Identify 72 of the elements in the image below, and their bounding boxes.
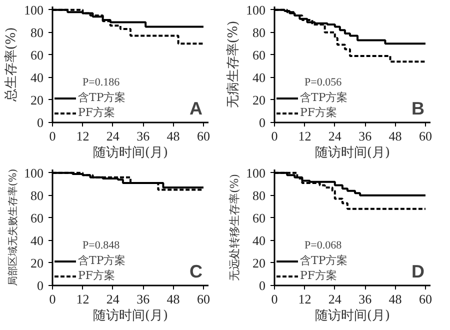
y-axis-title: 局部区域无失败生存率(%)	[7, 168, 19, 286]
y-tick-label: 100	[246, 165, 266, 180]
x-tick-label: 24	[106, 292, 120, 306]
legend-label: PF方案	[78, 268, 116, 283]
x-tick-label: 36	[136, 128, 150, 144]
y-tick-label: 100	[246, 2, 266, 18]
y-tick-label: 60	[30, 210, 44, 226]
legend-label: PF方案	[300, 268, 338, 283]
y-tick-label: 100	[24, 165, 44, 180]
y-tick-label: 80	[30, 188, 44, 203]
text: C	[190, 262, 202, 282]
y-axis-title: 无远处转移生存率(%)	[228, 174, 241, 282]
x-tick-label: 48	[388, 128, 402, 144]
legend-label: 含TP方案	[300, 90, 348, 105]
y-axis-title: 无病生存率(%)	[225, 20, 241, 108]
y-tick-label: 80	[252, 24, 266, 40]
legend-label: PF方案	[300, 105, 338, 120]
x-tick-label: 24	[106, 128, 120, 144]
y-tick-label: 0	[37, 115, 44, 130]
y-tick-label: 40	[252, 232, 266, 248]
y-axis-title: 总生存率(%)	[3, 27, 19, 103]
y-tick-label: 40	[252, 70, 266, 85]
x-tick-label: 0	[49, 292, 56, 306]
y-tick-label: 80	[252, 188, 266, 203]
legend-label: 含TP方案	[78, 90, 126, 105]
x-tick-label: 48	[388, 292, 402, 306]
y-tick-label: 20	[30, 255, 44, 270]
y-tick-label: 40	[30, 232, 44, 248]
x-axis-title: 随访时间(月)	[314, 144, 390, 160]
x-tick-label: 60	[418, 292, 432, 306]
x-tick-label: 24	[328, 128, 342, 144]
y-tick-label: 20	[252, 255, 266, 270]
y-tick-label: 80	[30, 24, 44, 40]
legend-label: 含TP方案	[78, 253, 126, 268]
x-tick-label: 12	[76, 292, 90, 306]
text: A	[190, 98, 202, 118]
x-tick-label: 12	[76, 128, 90, 144]
y-tick-label: 60	[252, 47, 266, 62]
y-tick-label: 0	[259, 278, 266, 293]
y-tick-label: 100	[24, 2, 44, 18]
y-tick-label: 0	[259, 115, 266, 130]
legend-label: PF方案	[78, 105, 116, 120]
x-tick-label: 60	[196, 128, 210, 144]
x-tick-label: 60	[196, 292, 210, 306]
annotation: P=0.056	[304, 76, 342, 88]
x-tick-label: 24	[328, 292, 342, 306]
text: D	[412, 262, 424, 282]
x-tick-label: 0	[271, 292, 278, 306]
y-tick-label: 60	[30, 47, 44, 62]
x-axis-title: 随访时间(月)	[314, 308, 390, 324]
x-axis-title: 随访时间(月)	[92, 308, 168, 324]
x-tick-label: 12	[298, 128, 312, 144]
y-tick-label: 20	[30, 92, 44, 108]
x-tick-label: 12	[298, 292, 312, 306]
annotation: P=0.186	[82, 76, 120, 88]
x-tick-label: 36	[358, 292, 372, 306]
y-tick-label: 40	[30, 70, 44, 85]
y-tick-label: 0	[37, 278, 44, 293]
x-tick-label: 0	[49, 128, 56, 144]
x-tick-label: 0	[271, 128, 278, 144]
text: B	[412, 98, 424, 118]
x-tick-label: 48	[166, 128, 180, 144]
y-tick-label: 60	[252, 210, 266, 226]
y-tick-label: 20	[252, 92, 266, 108]
x-tick-label: 36	[358, 128, 372, 144]
x-tick-label: 60	[418, 128, 432, 144]
legend-label: 含TP方案	[300, 253, 348, 268]
annotation: P=0.068	[304, 240, 342, 252]
x-tick-label: 48	[166, 292, 180, 306]
x-axis-title: 随访时间(月)	[92, 144, 168, 160]
x-tick-label: 36	[136, 292, 150, 306]
annotation: P=0.848	[82, 240, 120, 252]
